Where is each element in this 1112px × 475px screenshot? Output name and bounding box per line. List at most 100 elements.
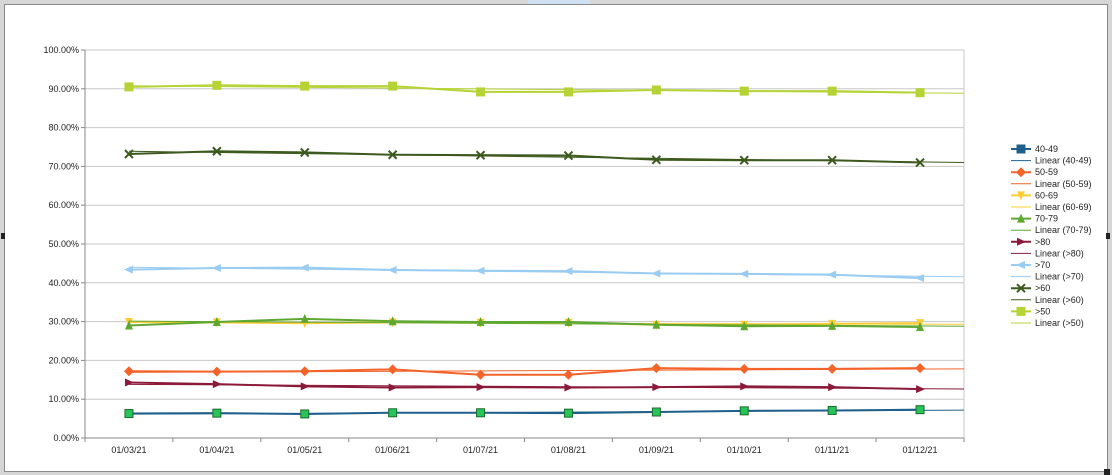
data-point (212, 408, 222, 418)
data-point (211, 264, 221, 273)
series-0 (124, 405, 965, 419)
data-point (300, 313, 309, 323)
data-point (300, 81, 310, 91)
x-tick-label: 01/06/21 (375, 445, 410, 455)
data-point (124, 409, 134, 419)
data-point (212, 80, 222, 90)
data-point (652, 383, 662, 392)
data-point (828, 383, 838, 392)
data-point (739, 86, 749, 96)
series-line (128, 408, 921, 415)
x-tick-label: 01/10/21 (727, 445, 762, 455)
legend-marker (1016, 167, 1026, 178)
y-tick-label: 80.00% (48, 123, 79, 133)
series-line (128, 150, 921, 164)
series-6 (124, 146, 965, 168)
data-point (651, 363, 662, 374)
data-point (652, 319, 661, 329)
data-point (387, 364, 398, 375)
data-point (387, 150, 398, 160)
data-point (388, 316, 397, 326)
data-point (563, 267, 573, 276)
data-point (828, 320, 837, 330)
data-point (651, 407, 661, 417)
legend-marker (1016, 306, 1026, 316)
legend-label: >60 (1035, 283, 1050, 293)
data-point (476, 383, 486, 392)
data-point (740, 321, 749, 331)
data-point (388, 408, 398, 418)
x-tick-label: 01/04/21 (199, 445, 234, 455)
y-tick-label: 50.00% (48, 239, 79, 249)
legend-marker (1016, 283, 1026, 293)
series-line (128, 381, 921, 391)
legend-label: 60-69 (1035, 190, 1058, 200)
data-point (123, 366, 134, 377)
data-point (563, 369, 574, 380)
data-point (124, 82, 134, 92)
series-1 (123, 363, 965, 380)
data-point (475, 266, 485, 275)
series-5 (123, 263, 965, 283)
data-point (915, 157, 925, 168)
series-line (128, 317, 921, 329)
selection-handle-right[interactable] (1106, 233, 1110, 239)
x-tick-label: 01/07/21 (463, 445, 498, 455)
data-point (212, 146, 222, 156)
data-point (212, 316, 221, 326)
x-tick-label: 01/05/21 (287, 445, 322, 455)
legend-trend-label: Linear (>80) (1035, 248, 1084, 258)
legend-trend-label: Linear (>60) (1035, 295, 1084, 305)
legend-marker (1017, 191, 1025, 201)
y-tick-label: 60.00% (48, 200, 79, 210)
data-point (916, 322, 925, 332)
legend-trend-label: Linear (60-69) (1035, 202, 1092, 212)
selection-handle-top[interactable] (528, 0, 590, 4)
legend-label: >50 (1035, 306, 1050, 316)
legend-label: 70-79 (1035, 214, 1058, 224)
data-point (124, 378, 134, 387)
x-tick-label: 01/09/21 (639, 445, 674, 455)
y-tick-label: 40.00% (48, 278, 79, 288)
data-point (827, 270, 837, 279)
gridlines (85, 49, 965, 439)
legend-marker (1017, 213, 1025, 223)
selection-handle-left[interactable] (1, 233, 5, 239)
y-tick-label: 30.00% (48, 317, 79, 327)
series-4 (124, 378, 965, 394)
data-point (300, 409, 310, 419)
data-point (476, 408, 486, 418)
data-point (476, 87, 486, 97)
series-3 (124, 313, 965, 332)
data-point (915, 405, 925, 415)
data-point (124, 320, 133, 330)
legend-label: 40-49 (1035, 144, 1058, 154)
data-point (563, 150, 574, 161)
data-point (739, 363, 750, 374)
x-axis: 01/03/21 01/04/21 01/05/21 01/06/21 01/07/21… (84, 437, 965, 455)
series-line (128, 367, 921, 376)
y-tick-label: 0.00% (53, 433, 79, 443)
data-point (476, 316, 485, 326)
legend-trend-label: Linear (>50) (1035, 318, 1084, 328)
data-point (827, 405, 837, 415)
data-point (739, 155, 749, 165)
data-point (299, 263, 309, 272)
data-point (475, 369, 486, 380)
data-point (916, 385, 926, 394)
series-line (128, 84, 921, 94)
series-line (128, 266, 921, 280)
x-tick-label: 01/03/21 (111, 445, 146, 455)
data-point (564, 316, 573, 326)
legend-trend-label: Linear (>70) (1035, 272, 1084, 282)
data-point (563, 87, 573, 97)
data-point (300, 147, 310, 158)
data-point (651, 269, 661, 278)
data-point (739, 406, 749, 416)
selection-handle-bottom-right[interactable] (1104, 469, 1110, 475)
y-tick-label: 20.00% (48, 355, 79, 365)
legend-label: >80 (1035, 237, 1050, 247)
x-tick-label: 01/11/21 (815, 445, 849, 455)
legend-trend-label: Linear (70-79) (1035, 225, 1092, 235)
